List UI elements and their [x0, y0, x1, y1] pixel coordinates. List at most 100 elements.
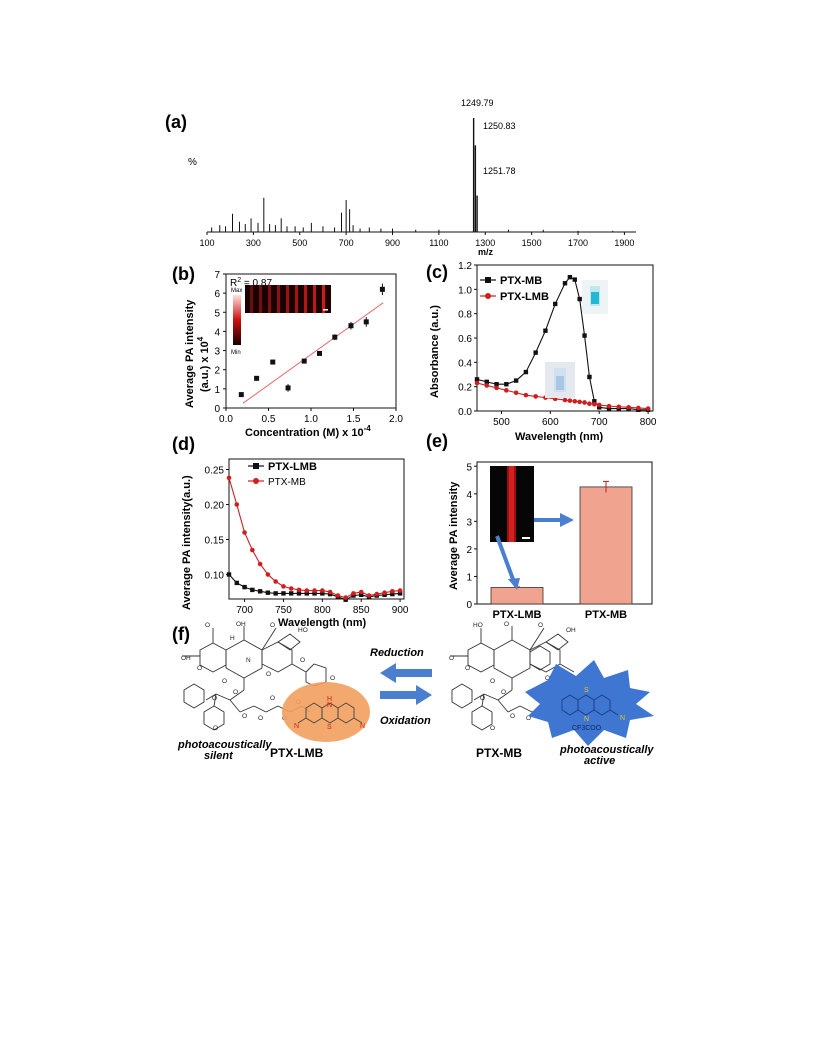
ptx-mb-note-1: photoacoustically [559, 744, 654, 756]
panel-b-ylabel-2: (a.u.) x 104 [196, 336, 211, 392]
atom-label: O [330, 675, 335, 682]
oxidation-label: Oxidation [380, 715, 431, 727]
panel-c-ylabel-wrap: Absorbance (a.u.) [429, 305, 441, 398]
series-point [577, 399, 582, 405]
y-tick-label: 0.4 [458, 358, 472, 369]
series-point [596, 402, 602, 408]
atom-label: O [490, 678, 495, 685]
series-point [533, 394, 538, 399]
panel-d-xlabel: Wavelength (nm) [278, 617, 367, 629]
y-tick-label: 5 [214, 308, 220, 319]
series-point [504, 388, 509, 393]
x-tick-label: 1700 [568, 238, 588, 248]
series-point [257, 561, 263, 567]
y-tick-label: 1 [214, 385, 220, 396]
data-point [348, 323, 354, 329]
series-point [567, 398, 573, 403]
series-point [474, 377, 480, 382]
series-line [228, 477, 401, 599]
series-point [273, 591, 278, 596]
atom-label: O [501, 689, 506, 696]
panel-c-legend-marker-mb [485, 277, 491, 283]
series-point [494, 385, 499, 391]
svg-text:R2 = 0.87: R2 = 0.87 [230, 277, 272, 289]
x-tick-label: 500 [493, 417, 510, 428]
atom-label: OH [236, 621, 246, 628]
series-point [234, 580, 239, 586]
series-point [606, 406, 612, 411]
mb-counterion: CF3COO [572, 725, 602, 732]
panel-f-label: (f) [172, 624, 190, 644]
x-tick-label: 1300 [475, 238, 495, 248]
series-point [273, 579, 278, 584]
series-point [543, 328, 548, 333]
series-point [636, 405, 641, 411]
series-point [533, 350, 538, 355]
series-point [494, 382, 499, 387]
panel-a-peak-label-3: 1251.78 [483, 166, 516, 176]
atom-label: O [205, 622, 210, 629]
panel-b-colorbar-max: Max [231, 288, 242, 294]
ptx-mb-structure [450, 626, 575, 731]
series-point [335, 593, 341, 598]
atom-label: O [526, 715, 531, 722]
inset-stripe [313, 285, 316, 313]
atom-label: O [270, 695, 275, 702]
mb-n2-label: N [620, 715, 625, 722]
y-tick-label: 7 [214, 270, 220, 281]
data-point [332, 334, 338, 340]
panel-a-peak-label-2: 1250.83 [483, 121, 516, 131]
panel-e-inset-stripe-core [509, 466, 514, 542]
series-point [592, 399, 597, 404]
series-point [265, 590, 271, 595]
atom-label: O [197, 665, 202, 672]
atom-label: O [242, 713, 247, 720]
series-point [374, 591, 380, 597]
data-point [301, 358, 307, 364]
panel-e-ylabel-wrap: Average PA intensity [448, 481, 460, 590]
lmb-n2-label: N [294, 723, 299, 730]
ptx-lmb-oval [282, 682, 370, 742]
y-tick-label: 2 [214, 366, 220, 377]
series-point [304, 591, 309, 596]
atom-label: O [222, 678, 227, 685]
series-point [484, 383, 490, 388]
series-point [592, 402, 597, 407]
atom-label: O [510, 713, 515, 720]
panel-b-inset-image [245, 285, 331, 313]
panel-b-xlabel-exp: -4 [364, 424, 372, 433]
panel-e-inset-scalebar [522, 537, 530, 539]
ptx-mb-note-2: active [584, 755, 615, 767]
series-point [359, 592, 364, 597]
series-line [228, 574, 401, 601]
inset-stripe [250, 285, 253, 313]
series-point [358, 589, 364, 595]
panel-c-plot [474, 274, 651, 412]
inset-stripe [322, 285, 325, 313]
ptx-lmb-note-1: photoacoustically [177, 739, 272, 751]
series-point [577, 296, 582, 302]
y-tick-label: 3 [214, 347, 220, 358]
data-point [285, 385, 291, 391]
series-point [390, 589, 395, 594]
series-point [582, 333, 587, 338]
series-point [582, 400, 587, 405]
y-tick-label: 0.6 [458, 334, 472, 345]
y-tick-label: 3 [466, 517, 472, 528]
x-tick-label: 900 [392, 605, 409, 616]
lmb-n3-label: N [360, 723, 365, 730]
panel-d-plot [226, 475, 403, 602]
panel-c-y-ticks: 0.0 0.2 0.4 0.6 0.8 1.0 1.2 [458, 261, 477, 418]
panel-b: (b) Average PA intensity (a.u.) x 104 0 1… [172, 264, 403, 439]
series-point [296, 587, 302, 593]
series-point [226, 572, 232, 577]
inset-scalebar [323, 309, 328, 311]
inset-stripe [268, 285, 271, 313]
inset-stripe [286, 285, 289, 313]
fit-line [242, 302, 384, 404]
series-point [597, 405, 602, 410]
panel-c-ylabel: Absorbance (a.u.) [429, 305, 441, 398]
atom-label: OH [566, 627, 576, 634]
